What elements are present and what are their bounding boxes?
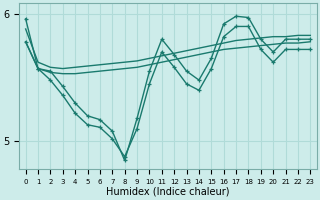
X-axis label: Humidex (Indice chaleur): Humidex (Indice chaleur) xyxy=(106,187,230,197)
